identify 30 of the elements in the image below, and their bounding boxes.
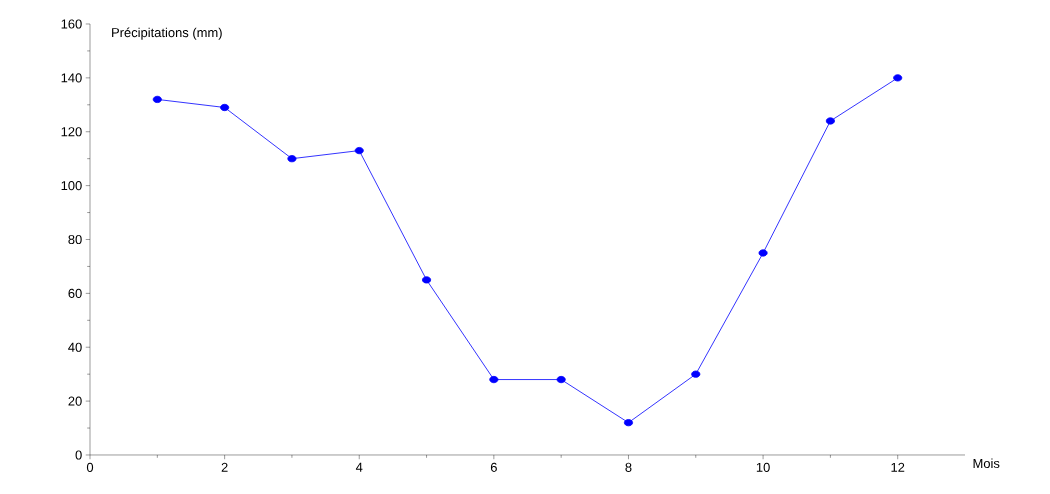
point: [623, 419, 634, 427]
point: [152, 95, 162, 103]
point: [758, 249, 768, 257]
y-tick-label: 160: [61, 19, 82, 29]
x-tick-label: 4: [355, 462, 363, 472]
x-tick-label: 10: [756, 462, 770, 472]
y-tick-label: 140: [61, 73, 82, 83]
y-tick-label: 100: [61, 181, 82, 191]
point: [556, 375, 566, 384]
point: [825, 117, 835, 125]
point: [489, 375, 499, 384]
y-tick-label: 120: [61, 127, 82, 137]
x-tick-label: 12: [891, 462, 905, 472]
point: [893, 74, 903, 82]
point: [287, 155, 297, 163]
x-tick-label: 0: [86, 462, 94, 472]
y-tick-label: 20: [68, 396, 82, 406]
y-axis-title: Précipitations (mm): [112, 27, 222, 40]
x-tick-label: 2: [221, 462, 228, 472]
y-tick-label: 0: [75, 450, 82, 460]
x-tick-label: 6: [490, 462, 497, 472]
x-tick-label: 8: [625, 462, 632, 472]
point: [691, 370, 701, 378]
y-tick-label: 80: [68, 234, 82, 245]
y-tick-label: 60: [68, 288, 82, 298]
point: [422, 276, 432, 284]
y-tick-label: 40: [68, 342, 82, 352]
x-axis-title: Mois: [973, 458, 1000, 469]
point: [220, 103, 230, 112]
point: [354, 147, 364, 155]
